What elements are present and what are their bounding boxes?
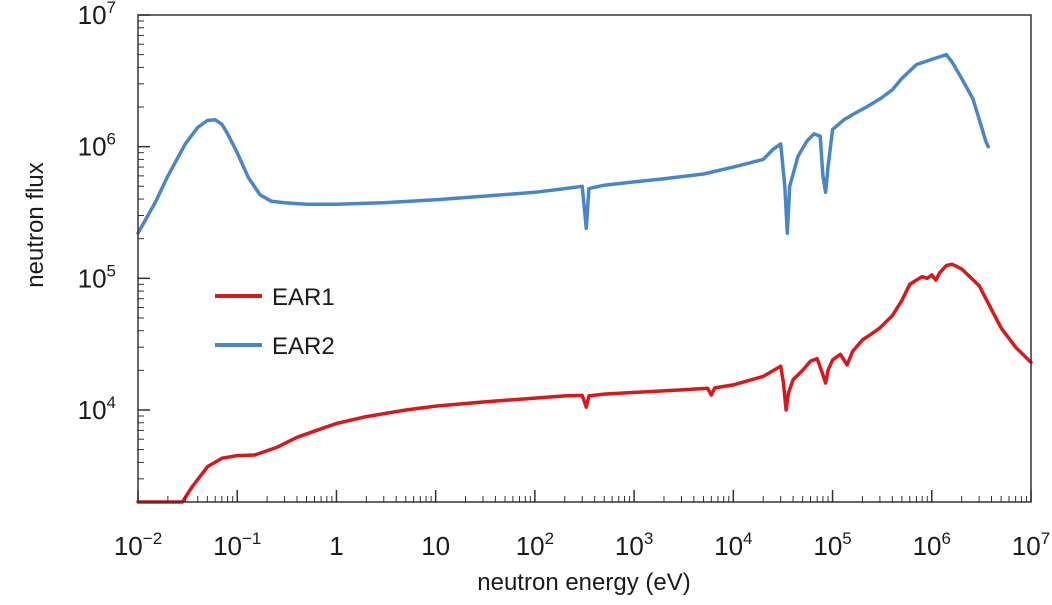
data-layer (136, 52, 1033, 504)
y-tick-label: 107 (78, 0, 116, 30)
x-tick-label: 1 (329, 531, 343, 561)
y-axis-title: neutron flux (22, 162, 49, 287)
x-tick-label: 10−1 (213, 529, 261, 561)
x-tick-label: 106 (913, 529, 951, 561)
series-line-ear2 (136, 52, 990, 235)
x-axis-title: neutron energy (eV) (477, 569, 690, 596)
x-tick-label: 107 (1012, 529, 1050, 561)
x-tick-label: 104 (714, 529, 752, 561)
y-tick-label: 106 (78, 130, 116, 162)
legend-label-ear2: EAR2 (272, 333, 335, 360)
x-tick-label: 10−2 (114, 529, 162, 561)
legend: EAR1 EAR2 (215, 284, 335, 360)
x-tick-label: 10 (421, 531, 450, 561)
x-tick-label: 105 (813, 529, 851, 561)
plot-frame (137, 14, 1032, 503)
x-tick-label: 102 (516, 529, 554, 561)
series-line-ear1 (136, 262, 1033, 504)
x-tick-label: 103 (615, 529, 653, 561)
y-tick-label: 104 (78, 393, 116, 425)
label-layer: 10−2 10−1 1 10 102 103 104 105 106 107 104 105 106 10… (78, 0, 1051, 561)
legend-label-ear1: EAR1 (272, 284, 335, 311)
tick-layer (137, 14, 1032, 503)
y-tick-label: 105 (78, 261, 116, 293)
